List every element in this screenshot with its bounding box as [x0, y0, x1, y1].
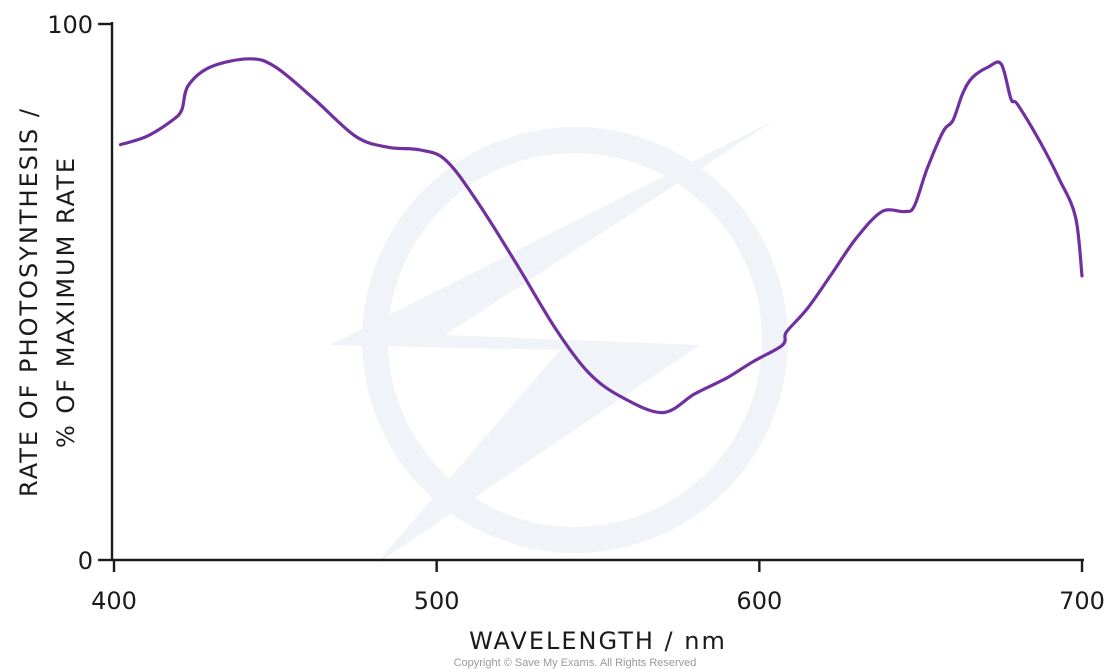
x-tick-label: 700 — [1059, 587, 1105, 615]
y-axis-title-line-1: RATE OF PHOTOSYNTHESIS / — [15, 107, 43, 497]
y-axis-title-line-2: % OF MAXIMUM RATE — [52, 156, 80, 448]
copyright-text: Copyright © Save My Exams. All Rights Re… — [454, 657, 697, 669]
y-tick-label: 100 — [47, 11, 93, 39]
y-tick-label: 0 — [78, 547, 93, 575]
series-line — [118, 57, 1084, 415]
x-tick-label: 500 — [414, 587, 460, 615]
x-axis-title: WAVELENGTH / nm — [469, 627, 727, 655]
watermark-logo — [330, 120, 788, 565]
tick-group: 400 500 600 700 0 100 — [47, 11, 1105, 615]
x-tick-label: 600 — [736, 587, 782, 615]
x-tick-label: 400 — [91, 587, 137, 615]
